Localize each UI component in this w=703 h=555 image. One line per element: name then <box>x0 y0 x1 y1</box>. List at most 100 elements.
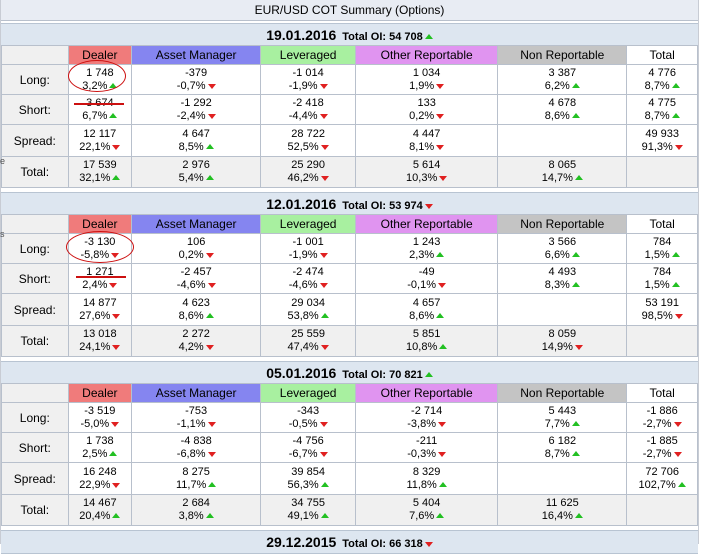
percent-text: 8,7% <box>544 447 570 460</box>
cell-percent: -0,1% <box>356 279 497 292</box>
percent-text: 11,7% <box>175 478 207 491</box>
percent-text: 56,3% <box>287 478 319 491</box>
row-label: Spread: <box>1 124 69 157</box>
cell-total-asset-manager: 2 684 3,8% <box>131 494 262 526</box>
header-row: Dealer Asset Manager Leveraged Other Report… <box>1 45 698 65</box>
percent-text: -1,1% <box>176 417 206 430</box>
percent-text: 49,1% <box>287 510 319 522</box>
triangle-down-icon <box>112 482 121 488</box>
cell-percent: -5,0% <box>69 418 132 431</box>
row-label: Short: <box>1 94 69 125</box>
cell-short-dealer: 3 674 6,7% <box>67 94 133 125</box>
total-oi-label: Total OI: <box>342 31 387 43</box>
cell-spread-total: 53 191 98,5% <box>626 293 698 326</box>
cell-long-leveraged: -343 -0,5% <box>260 402 357 433</box>
cell-value: 25 559 <box>291 328 325 340</box>
cell-value: 3 674 <box>86 96 114 109</box>
cell-value: 2 684 <box>182 497 210 509</box>
percent-text: 52,5% <box>287 140 319 153</box>
cell-percent: -1,9% <box>261 249 355 262</box>
cell-percent: 8,6% <box>356 310 497 323</box>
triangle-down-icon <box>320 176 329 181</box>
cell-value: 4 678 <box>548 96 577 109</box>
cell-long-other-reportable: -2 714 -3,8% <box>355 402 499 433</box>
triangle-down-icon <box>112 345 121 350</box>
cell-value: -2 418 <box>292 96 324 109</box>
cell-percent: -0,5% <box>261 418 355 431</box>
cell-percent: 10,3% <box>356 172 497 185</box>
cell-spread-leveraged: 39 854 56,3% <box>260 462 357 495</box>
triangle-down-icon <box>319 83 328 89</box>
triangle-up-icon <box>320 312 329 318</box>
cell-spread-asset-manager: 8 275 11,7% <box>131 462 262 495</box>
cell-value: 3 566 <box>548 235 577 248</box>
triangle-down-icon <box>207 282 216 288</box>
triangle-up-icon <box>439 344 448 349</box>
triangle-up-icon <box>205 175 214 180</box>
cell-long-dealer: -3 519 -5,0% <box>67 402 133 433</box>
row-spread: Spread: 16 248 22,9% 8 275 11,7% 39 854 56,3% 8… <box>1 462 698 495</box>
percent-text: 2,5% <box>82 447 108 460</box>
triangle-down-icon <box>112 313 121 319</box>
percent-text: -4,4% <box>288 109 318 122</box>
cell-value: -753 <box>185 404 208 417</box>
percent-text: -1,9% <box>288 79 318 92</box>
percent-text: 2,3% <box>409 248 435 261</box>
col-header-dealer: Dealer <box>67 214 133 234</box>
cell-value: -1 292 <box>180 96 212 109</box>
cell-value: -343 <box>297 404 320 417</box>
header-blank <box>1 383 69 403</box>
cell-long-asset-manager: 106 0,2% <box>131 233 262 264</box>
total-oi: Total OI: 53 974 <box>342 200 433 212</box>
total-oi: Total OI: 66 318 <box>342 538 433 550</box>
cell-percent: -1,9% <box>261 80 355 93</box>
cell-short-total: 784 1,5% <box>626 263 698 294</box>
percent-text: -6,7% <box>288 447 318 460</box>
cell-percent: 46,2% <box>261 172 355 185</box>
cell-percent: 1,5% <box>627 249 697 262</box>
cell-value: 53 191 <box>645 296 679 309</box>
col-header-leveraged: Leveraged <box>260 45 357 65</box>
cell-percent: 53,8% <box>261 310 355 323</box>
cell-value: 5 614 <box>412 159 441 171</box>
cell-spread-non-reportable <box>497 462 628 495</box>
triangle-down-icon <box>319 421 328 427</box>
percent-text: 8,7% <box>644 79 670 92</box>
cell-percent: 0,2% <box>132 249 260 262</box>
cell-percent: 1,9% <box>356 80 497 93</box>
triangle-up-icon <box>671 112 680 118</box>
percent-text: -2,7% <box>642 447 672 460</box>
cell-long-non-reportable: 5 443 7,7% <box>497 402 628 433</box>
total-oi-value: 66 318 <box>389 538 423 550</box>
cell-percent: 1,5% <box>627 279 697 292</box>
col-header-asset-manager: Asset Manager <box>131 214 262 234</box>
cell-percent: 32,1% <box>69 172 132 185</box>
cell-percent: 8,7% <box>627 80 697 93</box>
triangle-up-icon <box>320 513 329 518</box>
percent-text: 7,6% <box>409 510 435 522</box>
cell-spread-non-reportable <box>497 293 628 326</box>
triangle-down-icon <box>439 176 448 181</box>
triangle-down-icon <box>205 345 214 350</box>
cell-value: 12 117 <box>83 127 117 140</box>
cell-percent: 11,7% <box>132 479 260 492</box>
row-label: Long: <box>1 64 69 95</box>
triangle-down-icon <box>674 313 683 319</box>
triangle-up-icon <box>205 312 214 318</box>
cell-percent: 6,6% <box>498 249 626 262</box>
cell-long-dealer: -3 130 -5,8% <box>67 233 133 264</box>
cell-short-asset-manager: -4 838 -6,8% <box>131 432 262 463</box>
cell-percent: 8,3% <box>498 279 626 292</box>
percent-text: 8,6% <box>544 109 570 122</box>
cell-spread-non-reportable <box>497 124 628 157</box>
cell-value: -1 886 <box>646 404 678 417</box>
cell-value: -2 474 <box>292 265 324 278</box>
total-oi-value: 70 821 <box>389 369 423 381</box>
row-long: Long: 1 748 3,2% -379 -0,7% -1 014 -1,9% 1 034 1… <box>1 64 698 95</box>
triangle-up-icon <box>205 513 214 518</box>
triangle-up-icon <box>109 112 118 118</box>
percent-text: -5,8% <box>80 248 110 261</box>
triangle-up-icon <box>438 481 447 487</box>
percent-text: 3,2% <box>82 79 108 92</box>
